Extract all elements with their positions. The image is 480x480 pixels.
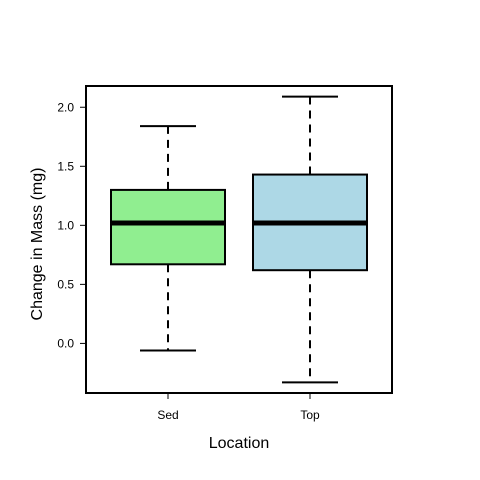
y-tick-label: 2.0	[57, 100, 74, 114]
y-tick-label: 1.0	[57, 218, 74, 232]
y-axis: 0.0 0.5 1.0 1.5 2.0	[57, 100, 86, 350]
y-tick-label: 0.5	[57, 277, 74, 291]
boxes-group	[110, 95, 368, 384]
x-tick-label: Sed	[157, 408, 178, 422]
y-axis-title: Change in Mass (mg)	[29, 168, 46, 321]
x-tick-label: Top	[300, 408, 320, 422]
x-axis-title: Location	[209, 435, 270, 452]
y-tick-label: 1.5	[57, 159, 74, 173]
box-sed	[110, 188, 226, 266]
y-tick-label: 0.0	[57, 336, 74, 350]
plot-frame	[85, 85, 393, 394]
